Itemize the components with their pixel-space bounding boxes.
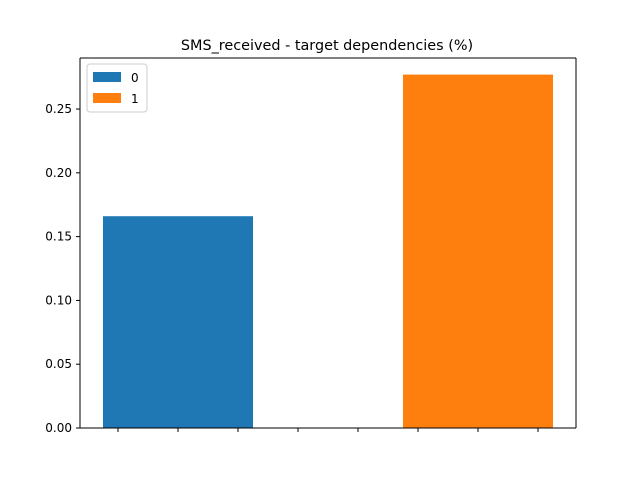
y-tick-label: 0.10 (45, 293, 72, 307)
plot-area: 0.00 0.05 0.10 0.15 0.20 0.25 0 1 (45, 57, 577, 435)
y-tick-label: 0.15 (45, 230, 72, 244)
legend-swatch-0 (93, 72, 121, 82)
bar-1 (403, 74, 553, 428)
y-tick-label: 0.00 (45, 421, 72, 435)
bar-0 (103, 216, 253, 428)
y-tick-label: 0.05 (45, 357, 72, 371)
legend-label-1: 1 (131, 92, 139, 106)
chart-title: SMS_received - target dependencies (%) (181, 38, 473, 54)
legend-swatch-1 (93, 93, 121, 103)
y-tick-label: 0.25 (45, 102, 72, 116)
legend-label-0: 0 (131, 71, 139, 85)
y-tick-label: 0.20 (45, 166, 72, 180)
